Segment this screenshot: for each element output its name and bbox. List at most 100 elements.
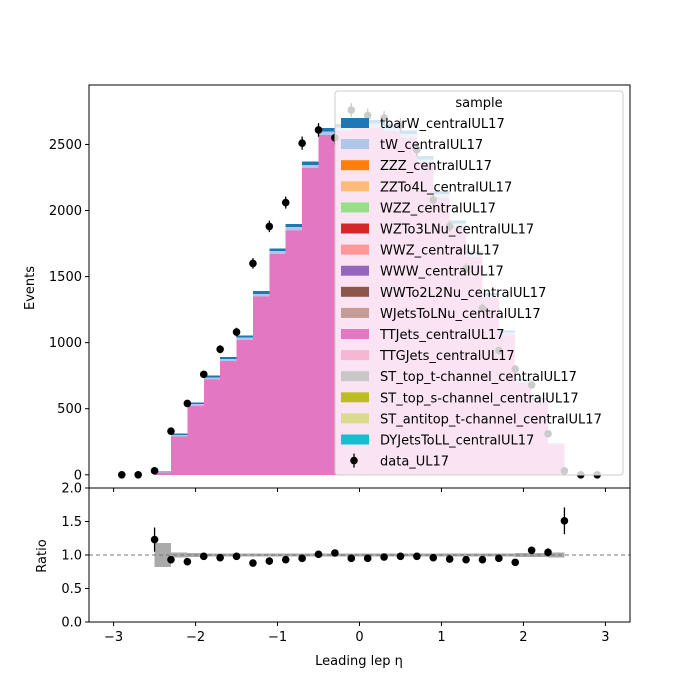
data-point	[199, 370, 208, 379]
ratio-point	[232, 552, 241, 561]
ratio-point	[527, 546, 536, 555]
ratio-uncertainty-band	[252, 553, 270, 557]
legend-swatch	[341, 350, 369, 361]
ratio-point	[199, 552, 208, 561]
x-tick-label: 3	[601, 630, 609, 645]
ratio-point	[281, 555, 290, 564]
y-tick-label: 2000	[49, 204, 82, 219]
stack-bar	[170, 433, 188, 435]
legend-label: WWW_centralUL17	[380, 265, 504, 280]
ratio-y-axis-label: Ratio	[35, 539, 50, 572]
y-tick-label: 1000	[49, 336, 82, 351]
legend-swatch	[341, 265, 369, 276]
stack-bar	[170, 434, 188, 437]
legend-swatch	[341, 223, 369, 234]
stack-bar	[252, 291, 270, 294]
ratio-y-tick-label: 1.0	[61, 549, 82, 564]
data-point	[150, 467, 159, 475]
ratio-uncertainty-band	[449, 553, 467, 557]
legend-label: WWTo2L2Nu_centralUL17	[380, 286, 546, 301]
ratio-uncertainty-band	[367, 553, 385, 557]
ratio-y-tick-label: 2.0	[61, 482, 82, 497]
legend-marker-data	[350, 456, 358, 465]
legend-label: TTJets_centralUL17	[379, 328, 505, 343]
ratio-point	[331, 549, 339, 557]
legend-swatch	[341, 307, 369, 318]
stack-bar	[318, 135, 335, 475]
data-point	[117, 470, 126, 479]
legend-label: WWZ_centralUL17	[380, 244, 500, 259]
stack-bar	[220, 356, 237, 360]
data-point	[249, 259, 257, 268]
legend-label: ZZZ_centralUL17	[380, 159, 492, 174]
ratio-point	[560, 517, 569, 525]
data-point	[232, 328, 241, 336]
ratio-uncertainty-band	[170, 552, 188, 558]
stack-bar	[236, 340, 253, 475]
ratio-y-tick-label: 0.5	[61, 582, 82, 597]
stack-bar	[302, 168, 319, 475]
ratio-point	[150, 535, 159, 544]
legend-swatch	[341, 118, 369, 128]
y-tick-label: 500	[57, 402, 82, 417]
stack-bar	[285, 224, 303, 228]
ratio-uncertainty-band	[498, 553, 516, 557]
y-tick-label: 2500	[49, 138, 82, 153]
ratio-y-tick-label: 1.5	[61, 515, 82, 530]
x-axis-label: Leading lep η	[315, 654, 403, 669]
stack-bar	[302, 164, 319, 169]
data-point	[298, 139, 306, 147]
legend-label: TTGJets_centralUL17	[379, 349, 515, 364]
stack-bar	[187, 404, 204, 407]
stack-bar	[154, 471, 171, 473]
stack-bar	[252, 293, 270, 297]
y-tick-label: 1500	[49, 270, 82, 285]
legend-label: WZTo3LNu_centralUL17	[380, 223, 534, 238]
legend-swatch	[341, 329, 369, 339]
stack-bar	[170, 436, 188, 475]
stack-bar	[154, 471, 171, 472]
stack-bar	[318, 131, 335, 136]
stack-bar	[220, 359, 237, 362]
stack-bar	[154, 472, 171, 475]
ratio-point	[413, 552, 421, 561]
legend-swatch	[341, 371, 369, 382]
stack-bar	[220, 361, 237, 475]
legend-swatch	[341, 202, 369, 213]
data-point	[183, 399, 192, 408]
stack-bar	[318, 127, 335, 132]
legend-swatch	[341, 244, 369, 255]
stack-bar	[269, 254, 286, 475]
ratio-uncertainty-band	[318, 553, 335, 557]
ratio-uncertainty-band	[302, 553, 319, 557]
legend-label: WJetsToLNu_centralUL17	[380, 307, 541, 322]
stack-bar	[203, 377, 221, 380]
legend-swatch	[341, 139, 369, 150]
x-tick-label: −1	[268, 630, 287, 645]
legend-label: ST_top_t-channel_centralUL17	[380, 370, 577, 385]
ratio-point	[298, 554, 306, 563]
legend-title: sample	[455, 96, 502, 111]
ratio-point	[363, 554, 372, 563]
stack-bar	[269, 251, 286, 255]
y-axis-label: Events	[23, 266, 38, 310]
ratio-uncertainty-band	[400, 553, 417, 557]
data-point	[265, 222, 274, 231]
ratio-point	[265, 557, 274, 565]
stack-bar	[236, 335, 253, 338]
ratio-plot-area: 0.0 0.5 1.0 1.5 2.0 −3 −2 −1 0 1 2 3	[61, 482, 631, 645]
stack-bar	[187, 402, 204, 405]
ratio-point	[183, 557, 192, 566]
data-point	[134, 470, 142, 479]
x-tick-label: 2	[519, 630, 527, 645]
ratio-point	[544, 548, 552, 557]
legend-swatch	[341, 434, 369, 445]
ratio-y-tick-label: 0.0	[61, 616, 82, 631]
x-tick-label: 1	[437, 630, 445, 645]
ratio-point	[445, 555, 454, 563]
stack-bar	[269, 248, 286, 252]
ratio-point	[167, 555, 175, 564]
ratio-point	[347, 554, 356, 563]
legend: sample tbarW_centralUL17 tW_centralUL17 ZZZ…	[334, 90, 624, 476]
